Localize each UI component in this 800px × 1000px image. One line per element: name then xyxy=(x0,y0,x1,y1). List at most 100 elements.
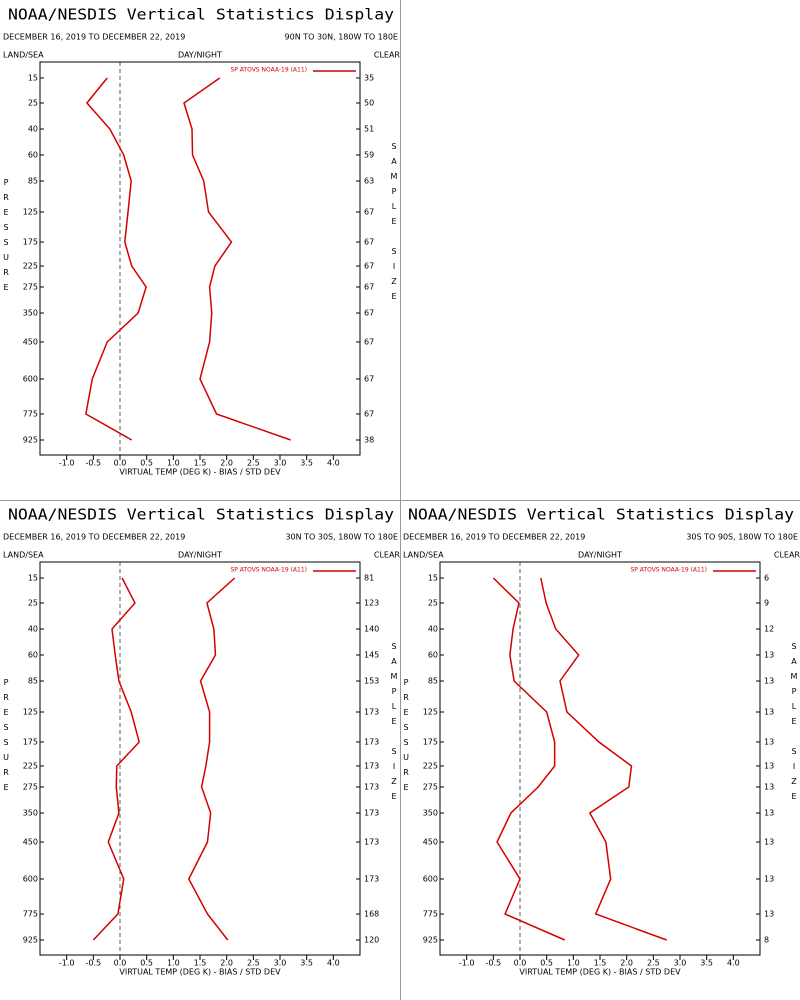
data-line xyxy=(92,577,141,941)
x-tick-label: 4.0 xyxy=(727,959,740,968)
right-header: CLEAR xyxy=(774,551,800,560)
data-line xyxy=(183,77,291,441)
region: 30S TO 90S, 180W TO 180E xyxy=(686,533,798,542)
y-tick-label: 925 xyxy=(423,936,438,945)
sample-size-label: 67 xyxy=(364,338,374,347)
x-axis-label: VIRTUAL TEMP (DEG K) - BIAS / STD DEV xyxy=(119,468,281,477)
x-tick-label: 2.0 xyxy=(220,459,233,468)
y2-axis-label: SAMPLE SIZE xyxy=(390,642,399,807)
y-tick-label: 275 xyxy=(23,283,38,292)
x-tick-label: 2.5 xyxy=(247,459,260,468)
sample-size-label: 67 xyxy=(364,238,374,247)
y-tick-label: 175 xyxy=(23,738,38,747)
sample-size-label: 13 xyxy=(764,762,774,771)
plot-frame xyxy=(39,561,361,956)
data-line xyxy=(85,77,147,441)
y-tick-label: 25 xyxy=(28,99,38,108)
sample-size-label: 13 xyxy=(764,783,774,792)
sample-size-label: 38 xyxy=(364,436,374,445)
x-tick-label: -0.5 xyxy=(86,959,102,968)
y-tick-label: 40 xyxy=(28,125,38,134)
y-tick-label: 15 xyxy=(28,574,38,583)
sample-size-label: 67 xyxy=(364,208,374,217)
x-axis-label: VIRTUAL TEMP (DEG K) - BIAS / STD DEV xyxy=(519,968,681,977)
left-header: LAND/SEA xyxy=(3,51,44,60)
data-line xyxy=(187,577,236,941)
center-header: DAY/NIGHT xyxy=(178,551,222,560)
sample-size-label: 67 xyxy=(364,309,374,318)
plot-frame xyxy=(39,61,361,456)
chart-title: NOAA/NESDIS Vertical Statistics Display xyxy=(8,506,394,524)
y-axis-label: PRESSURE xyxy=(402,678,411,798)
sample-size-label: 13 xyxy=(764,910,774,919)
sample-size-label: 63 xyxy=(364,177,374,186)
y-tick-label: 925 xyxy=(23,936,38,945)
sample-size-label: 173 xyxy=(364,762,379,771)
x-tick-label: 3.0 xyxy=(274,959,287,968)
y-tick-label: 225 xyxy=(23,762,38,771)
x-tick-label: 2.5 xyxy=(647,959,660,968)
sample-size-label: 173 xyxy=(364,738,379,747)
sample-size-label: 173 xyxy=(364,708,379,717)
y-tick-label: 60 xyxy=(28,151,38,160)
x-tick-label: -1.0 xyxy=(459,959,475,968)
x-tick-label: -0.5 xyxy=(86,459,102,468)
sample-size-label: 13 xyxy=(764,738,774,747)
x-tick-label: 1.5 xyxy=(194,959,207,968)
x-tick-label: 1.0 xyxy=(167,959,180,968)
x-tick-label: -1.0 xyxy=(59,959,75,968)
sample-size-label: 9 xyxy=(764,599,769,608)
y-tick-label: 125 xyxy=(23,208,38,217)
sample-size-label: 173 xyxy=(364,838,379,847)
y-tick-label: 125 xyxy=(23,708,38,717)
y-tick-label: 60 xyxy=(428,651,438,660)
x-tick-label: 1.5 xyxy=(594,959,607,968)
y-tick-label: 15 xyxy=(28,74,38,83)
left-header: LAND/SEA xyxy=(403,551,444,560)
sample-size-label: 67 xyxy=(364,283,374,292)
date-range: DECEMBER 16, 2019 TO DECEMBER 22, 2019 xyxy=(3,33,185,42)
center-header: DAY/NIGHT xyxy=(178,51,222,60)
plot-frame xyxy=(439,561,761,956)
y-axis-label: PRESSURE xyxy=(2,178,11,298)
y-tick-label: 350 xyxy=(23,309,38,318)
legend-label: SP ATOVS NOAA-19 (A11) xyxy=(230,567,307,574)
sample-size-label: 120 xyxy=(364,936,379,945)
sample-size-label: 67 xyxy=(364,410,374,419)
date-range: DECEMBER 16, 2019 TO DECEMBER 22, 2019 xyxy=(403,533,585,542)
y-tick-label: 925 xyxy=(23,436,38,445)
y-axis-label: PRESSURE xyxy=(2,678,11,798)
data-line xyxy=(540,577,667,941)
sample-size-label: 59 xyxy=(364,151,374,160)
x-tick-label: 3.5 xyxy=(300,959,313,968)
y-tick-label: 775 xyxy=(423,910,438,919)
y-tick-label: 775 xyxy=(23,910,38,919)
y-tick-label: 450 xyxy=(23,338,38,347)
x-axis-label: VIRTUAL TEMP (DEG K) - BIAS / STD DEV xyxy=(119,968,281,977)
legend-label: SP ATOVS NOAA-19 (A11) xyxy=(230,67,307,74)
y-tick-label: 25 xyxy=(28,599,38,608)
x-tick-label: 1.0 xyxy=(567,959,580,968)
y-tick-label: 225 xyxy=(423,762,438,771)
region: 90N TO 30N, 180W TO 180E xyxy=(285,33,398,42)
x-tick-label: 3.5 xyxy=(300,459,313,468)
y-tick-label: 85 xyxy=(28,177,38,186)
y-tick-label: 125 xyxy=(423,708,438,717)
y-tick-label: 600 xyxy=(423,875,438,884)
left-header: LAND/SEA xyxy=(3,551,44,560)
region: 30N TO 30S, 180W TO 180E xyxy=(285,533,398,542)
x-tick-label: 1.5 xyxy=(194,459,207,468)
y-tick-label: 275 xyxy=(423,783,438,792)
sample-size-label: 140 xyxy=(364,625,379,634)
sample-size-label: 8 xyxy=(764,936,769,945)
date-range: DECEMBER 16, 2019 TO DECEMBER 22, 2019 xyxy=(3,533,185,542)
y-tick-label: 600 xyxy=(23,375,38,384)
x-tick-label: 2.0 xyxy=(220,959,233,968)
y-tick-label: 60 xyxy=(28,651,38,660)
x-tick-label: 0.0 xyxy=(114,459,127,468)
y-tick-label: 40 xyxy=(28,625,38,634)
y-tick-label: 175 xyxy=(23,238,38,247)
y-tick-label: 350 xyxy=(423,809,438,818)
x-tick-label: 4.0 xyxy=(327,459,340,468)
